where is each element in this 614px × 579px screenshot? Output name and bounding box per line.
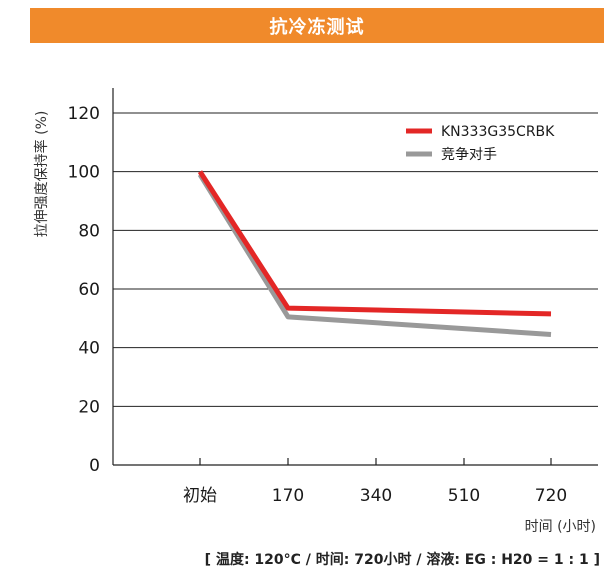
legend-label-0: KN333G35CRBK — [441, 124, 555, 140]
series-line-0 — [197, 170, 552, 317]
x-tick-label: 340 — [360, 486, 392, 506]
x-tick-label: 720 — [535, 486, 567, 506]
x-tick-label: 初始 — [183, 486, 217, 506]
y-tick-label: 120 — [68, 104, 100, 124]
chart-title-bar: 抗冷冻测试 — [30, 8, 604, 43]
x-tick-label: 170 — [272, 486, 304, 506]
y-tick-label: 60 — [78, 280, 100, 300]
y-tick-label: 0 — [89, 456, 100, 476]
x-axis-label: 时间 (小时) — [525, 519, 596, 535]
legend-label-1: 竞争对手 — [441, 146, 497, 163]
y-tick-label: 20 — [78, 397, 100, 417]
y-tick-label: 40 — [78, 339, 100, 359]
chart-title: 抗冷冻测试 — [269, 16, 365, 38]
y-axis-label: 拉伸强度保持率 (%) — [33, 111, 50, 238]
x-tick-label: 510 — [448, 486, 480, 506]
y-tick-label: 80 — [78, 221, 100, 241]
test-conditions-note: [ 温度: 120°C / 时间: 720小时 / 溶液: EG : H20 =… — [204, 552, 600, 568]
y-tick-label: 100 — [68, 163, 100, 183]
